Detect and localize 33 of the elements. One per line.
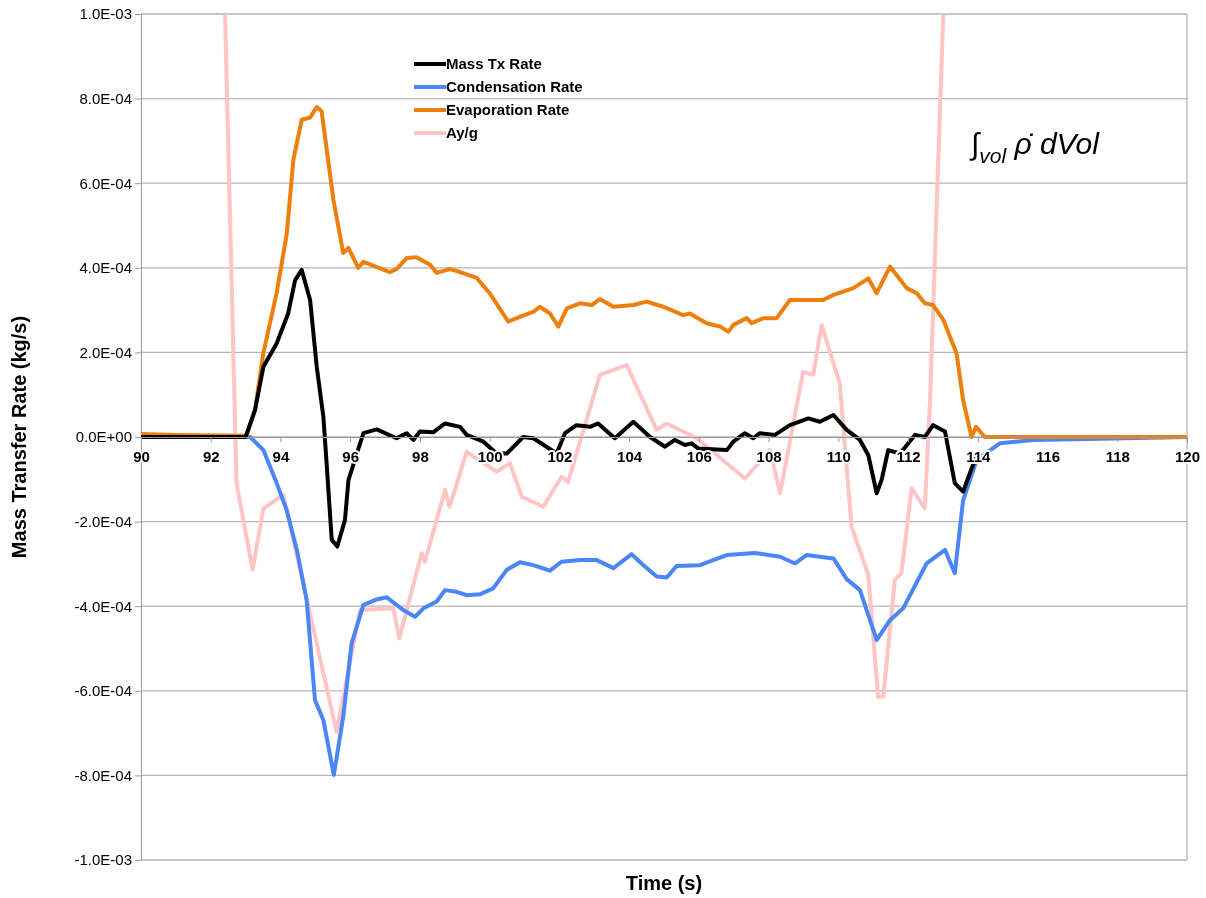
- line-series: [223, 14, 946, 734]
- y-tick-label: 4.0E-04: [79, 259, 132, 277]
- y-tick-label: 1.0E-03: [79, 5, 132, 23]
- legend-label: Condensation Rate: [446, 78, 583, 96]
- x-tick-label: 118: [1105, 447, 1130, 465]
- legend-label: Mass Tx Rate: [446, 55, 542, 73]
- x-tick-label: 108: [756, 447, 782, 465]
- x-tick-label: 120: [1174, 447, 1201, 465]
- x-tick-label: 98: [412, 447, 429, 465]
- y-tick-label: 2.0E-04: [79, 343, 132, 361]
- y-axis-title: Mass Transfer Rate (kg/s): [8, 315, 30, 559]
- x-tick-label: 102: [547, 447, 573, 465]
- y-tick-label: -6.0E-04: [74, 682, 132, 700]
- x-tick-label: 92: [202, 447, 220, 465]
- y-tick-label: 0.0E+00: [75, 428, 132, 446]
- legend-label: Evaporation Rate: [446, 101, 570, 119]
- y-tick-label: -1.0E-03: [74, 851, 132, 869]
- x-tick-label: 116: [1035, 447, 1061, 465]
- x-tick-label: 94: [272, 447, 290, 465]
- x-tick-label: 110: [826, 447, 851, 465]
- x-tick-label: 112: [896, 447, 921, 465]
- legend-label: Ay/g: [446, 124, 478, 142]
- y-tick-label: -4.0E-04: [74, 597, 132, 615]
- y-tick-label: 8.0E-04: [79, 89, 132, 107]
- x-tick-label: 106: [686, 447, 712, 465]
- y-tick-label: 6.0E-04: [79, 174, 132, 192]
- x-axis-title: Time (s): [625, 872, 703, 894]
- y-tick-label: -2.0E-04: [74, 512, 132, 530]
- y-tick-label: -8.0E-04: [74, 766, 132, 784]
- x-tick-label: 104: [617, 447, 643, 465]
- x-tick-label: 100: [477, 447, 503, 465]
- annotation: ∫$_{vol}$ ρ̇ dVol: [969, 127, 1101, 168]
- x-tick-label: 90: [133, 447, 150, 465]
